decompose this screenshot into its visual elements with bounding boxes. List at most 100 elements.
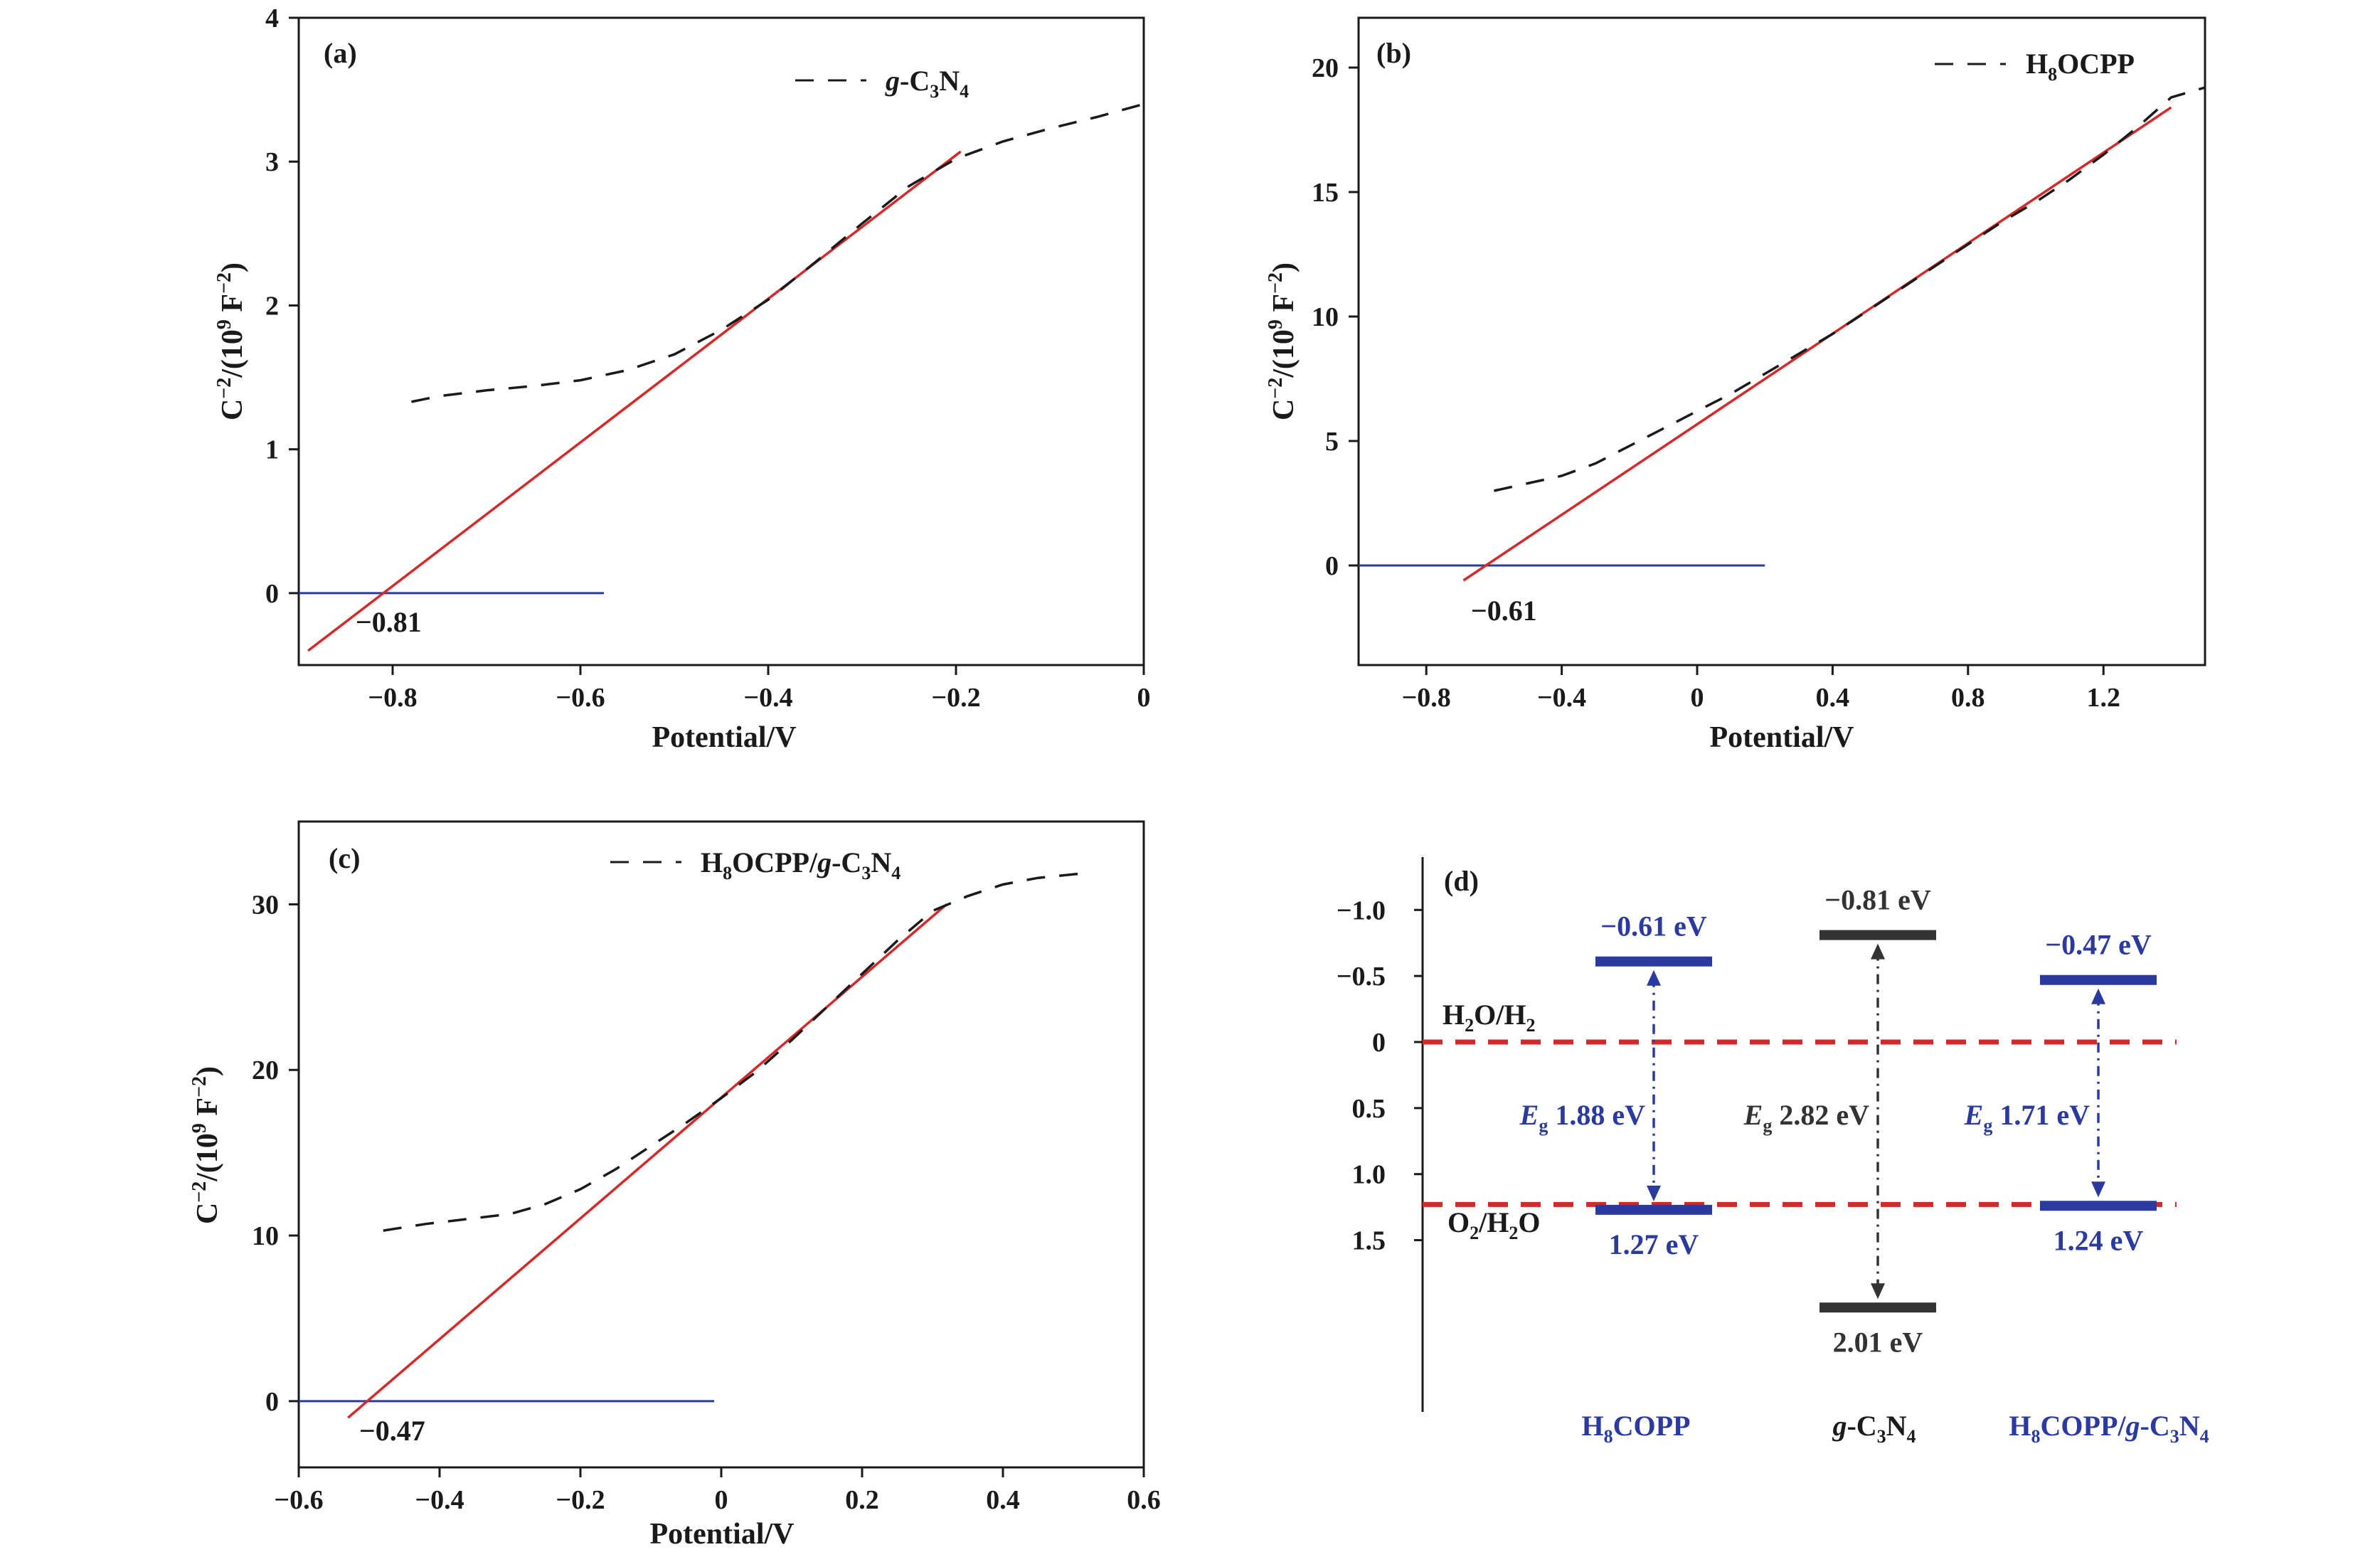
vb-energy-label: 1.24 eV: [2054, 1224, 2144, 1256]
x-tick-label: −0.2: [556, 1485, 605, 1515]
fit-lines: [299, 150, 962, 652]
y-tick-label: 4: [265, 4, 279, 33]
x-ticks: −0.8 −0.4 0 0.4 0.8 1.2: [1402, 665, 2120, 713]
x-tick-label: −0.4: [743, 683, 792, 713]
series-lines: [411, 102, 1144, 403]
x-tick-label: 0.4: [1816, 683, 1850, 713]
legend-label: g-C3N4: [885, 65, 969, 102]
y-tick-label: 10: [252, 1221, 279, 1251]
y-tick-label: 3: [265, 147, 279, 177]
intercept-label: −0.61: [1471, 595, 1537, 627]
x-tick-label: 0: [1137, 683, 1151, 713]
x-tick-label: 0.4: [986, 1485, 1020, 1515]
band-gap-label: Eg 1.88 eV: [1519, 1099, 1645, 1136]
fit-lines: [299, 903, 947, 1419]
y-ticks: −1.0 −0.5 0 0.5 1.0 1.5: [1337, 896, 1423, 1256]
y-tick-label: 5: [1325, 427, 1339, 457]
vb-energy-label: 1.27 eV: [1609, 1228, 1699, 1260]
x-tick-label: 1.2: [2086, 683, 2120, 713]
linear-fit-line: [1462, 106, 2172, 582]
panel-label: (d): [1444, 865, 1479, 897]
series-lines: [383, 871, 1088, 1232]
x-tick-label: −0.2: [931, 683, 980, 713]
x-tick-label: 0: [1691, 683, 1704, 713]
arrow-head-down-icon: [1871, 1283, 1885, 1300]
linear-fit-line: [307, 150, 962, 652]
x-tick-label: 0.8: [1951, 683, 1985, 713]
y-tick-label: 20: [252, 1056, 279, 1085]
x-axis-label: Potential/V: [1710, 721, 1854, 754]
y-ticks: 0 5 10 15 20: [1312, 53, 1359, 581]
legend-label: H8OCPP/g-C3N4: [701, 846, 901, 883]
panel-label: (c): [329, 842, 360, 874]
x-ticks: −0.8 −0.6 −0.4 −0.2 0: [368, 665, 1151, 713]
y-ticks: 0 10 20 30: [252, 890, 299, 1417]
x-tick-label: −0.4: [1537, 683, 1586, 713]
x-tick-label: 0.6: [1127, 1485, 1161, 1515]
cb-energy-label: −0.81 eV: [1824, 884, 1931, 916]
band-gap-label: Eg 1.71 eV: [1964, 1099, 2090, 1136]
panel-a: −0.8 −0.6 −0.4 −0.2 0 0 1 2 3 4 (a) g-C3N4 −0.81…: [213, 4, 1151, 754]
series-line: [383, 871, 1088, 1232]
x-tick-label: −0.4: [415, 1485, 464, 1515]
linear-fit-line: [347, 903, 947, 1419]
y-tick-label: 1: [265, 435, 279, 465]
plot-frame: [297, 820, 1145, 1469]
arrow-head-up-icon: [1647, 969, 1661, 986]
y-tick-label: 1.0: [1352, 1160, 1386, 1190]
series-lines: [1494, 86, 2206, 492]
arrow-head-down-icon: [2091, 1181, 2105, 1198]
series-line: [411, 102, 1144, 403]
x-tick-label: −0.8: [1402, 683, 1451, 713]
panel-d: −1.0 −0.5 0 0.5 1.0 1.5 −0.61 eV 1.27 eV Eg 1.8…: [1337, 857, 2209, 1447]
y-tick-label: 10: [1312, 302, 1339, 332]
band-levels: −0.61 eV 1.27 eV Eg 1.88 eV −0.81 eV 2.01 eV…: [1519, 884, 2157, 1358]
panel-b: −0.8 −0.4 0 0.4 0.8 1.2 0 5 10 15 20 (b) H8OCPP −…: [1265, 16, 2206, 754]
x-tick-label: −0.6: [556, 683, 605, 713]
redox-label-h2o-h2: H2O/H2: [1443, 999, 1535, 1036]
x-tick-label: 0.2: [845, 1485, 879, 1515]
y-axis-label: C−2/(109 F−2): [213, 262, 249, 420]
x-tick-label: 0: [715, 1485, 728, 1515]
y-tick-label: 20: [1312, 53, 1339, 83]
material-label-composite: H8COPP/g-C3N4: [2009, 1410, 2209, 1447]
cb-energy-label: −0.47 eV: [2045, 929, 2152, 961]
arrow-head-up-icon: [2091, 988, 2105, 1004]
vb-energy-label: 2.01 eV: [1833, 1326, 1923, 1358]
material-label-gc3n4: g-C3N4: [1832, 1410, 1916, 1447]
x-tick-label: −0.6: [274, 1485, 323, 1515]
y-tick-label: 2: [265, 291, 279, 321]
y-tick-label: 1.5: [1352, 1226, 1386, 1256]
intercept-label: −0.47: [359, 1415, 425, 1447]
y-axis-label: C−2/(109 F−2): [188, 1066, 224, 1224]
panel-label: (b): [1376, 37, 1411, 69]
legend-label: H8OCPP: [2026, 48, 2135, 85]
x-tick-label: −0.8: [368, 683, 417, 713]
y-tick-label: 0: [1325, 551, 1339, 581]
y-tick-label: 0: [265, 579, 279, 609]
y-tick-label: −0.5: [1337, 962, 1386, 992]
panel-label: (a): [324, 37, 357, 69]
plot-frame: [1357, 16, 2206, 666]
intercept-label: −0.81: [356, 606, 422, 638]
panel-c: −0.6 −0.4 −0.2 0 0.2 0.4 0.6 0 10 20 30 (c) H8OCP…: [188, 820, 1161, 1551]
redox-label-o2-h2o: O2/H2O: [1447, 1206, 1540, 1243]
y-axis-label: C−2/(109 F−2): [1265, 262, 1300, 420]
x-axis-label: Potential/V: [652, 721, 797, 754]
y-tick-label: 15: [1312, 178, 1339, 208]
x-axis-label: Potential/V: [650, 1518, 795, 1551]
y-tick-label: 30: [252, 890, 279, 920]
y-tick-label: 0: [265, 1387, 279, 1417]
y-tick-label: 0.5: [1352, 1094, 1386, 1124]
plot-frame: [297, 16, 1145, 666]
fit-lines: [1359, 106, 2172, 582]
arrow-head-up-icon: [1871, 943, 1885, 960]
material-label-h8copp: H8COPP: [1582, 1410, 1691, 1447]
band-gap-label: Eg 2.82 eV: [1743, 1099, 1869, 1136]
x-ticks: −0.6 −0.4 −0.2 0 0.2 0.4 0.6: [274, 1467, 1161, 1515]
arrow-head-down-icon: [1647, 1185, 1661, 1201]
cb-energy-label: −0.61 eV: [1600, 910, 1707, 942]
series-line: [1494, 86, 2206, 492]
y-ticks: 0 1 2 3 4: [265, 4, 299, 609]
